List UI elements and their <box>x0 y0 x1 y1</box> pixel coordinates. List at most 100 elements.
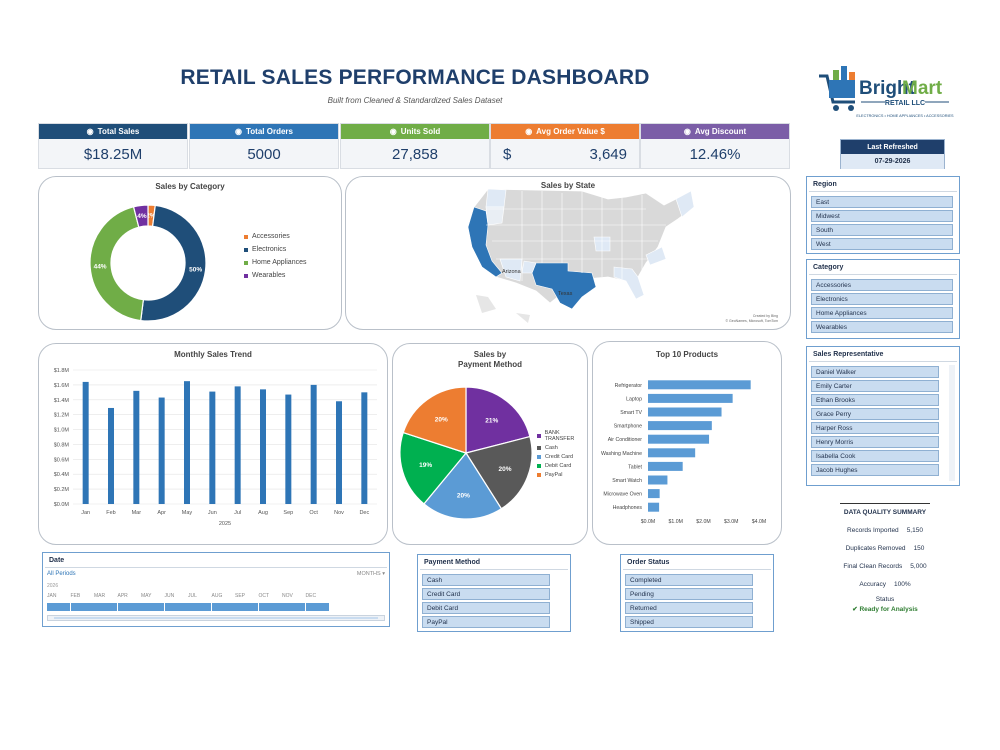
timeline-month-segment[interactable] <box>211 603 235 611</box>
timeline-month-segment[interactable] <box>305 603 329 611</box>
slicer-item-isabella-cook[interactable]: Isabella Cook <box>811 450 939 462</box>
slicer-item-jacob-hughes[interactable]: Jacob Hughes <box>811 464 939 476</box>
bar-jul[interactable] <box>234 386 241 504</box>
timeline-month-segment[interactable] <box>282 603 305 611</box>
bar-sep[interactable] <box>285 394 292 504</box>
product-bar-air-conditioner[interactable] <box>648 434 710 444</box>
slice-debit-card[interactable] <box>399 431 468 505</box>
category-legend: Accessories Electronics Home Appliances Wea… <box>244 233 306 285</box>
timeline-month-segment[interactable] <box>94 603 117 611</box>
x-tick-label: $1.0M <box>669 519 683 525</box>
slicer-item-pending[interactable]: Pending <box>625 588 753 600</box>
timeline-bar[interactable] <box>47 603 329 611</box>
bar-apr[interactable] <box>158 397 165 504</box>
slicer-item-harper-ross[interactable]: Harper Ross <box>811 422 939 434</box>
timeline-month-label[interactable]: JUL <box>188 593 197 599</box>
slice-home-appliances[interactable] <box>89 206 145 322</box>
slice-credit-card[interactable] <box>423 451 503 520</box>
slicer-item-west[interactable]: West <box>811 238 953 250</box>
timeline-month-label[interactable]: AUG <box>211 593 223 599</box>
slicer-item-debit-card[interactable]: Debit Card <box>422 602 550 614</box>
slice-paypal[interactable] <box>402 386 467 454</box>
bar-oct[interactable] <box>310 384 317 504</box>
bar-jan[interactable] <box>82 381 89 504</box>
us-map[interactable]: Arizona Texas Created by Bing © GeoNames… <box>346 177 792 331</box>
timeline-month-label[interactable]: FEB <box>70 593 81 599</box>
timeline-month-segment[interactable] <box>258 603 282 611</box>
product-bar-washing-machine[interactable] <box>648 448 696 458</box>
timeline-month-label[interactable]: JUN <box>164 593 175 599</box>
timeline-month-segment[interactable] <box>188 603 211 611</box>
slicer-item-completed[interactable]: Completed <box>625 574 753 586</box>
product-bar-smart-tv[interactable] <box>648 407 722 417</box>
product-bar-laptop[interactable] <box>648 393 733 403</box>
category-chart-title: Sales by Category <box>155 182 225 191</box>
bar-may[interactable] <box>184 381 190 504</box>
slicer-item-east[interactable]: East <box>811 196 953 208</box>
slicer-item-credit-card[interactable]: Credit Card <box>422 588 550 600</box>
timeline-month-label[interactable]: MAY <box>141 593 152 599</box>
slicer-item-midwest[interactable]: Midwest <box>811 210 953 222</box>
bar-mar[interactable] <box>133 390 140 504</box>
timeline-month-label[interactable]: OCT <box>258 593 270 599</box>
slicer-scrollbar[interactable] <box>949 365 955 481</box>
slicer-item-shipped[interactable]: Shipped <box>625 616 753 628</box>
slicer-item-south[interactable]: South <box>811 224 953 236</box>
slice-bank-transfer[interactable] <box>465 386 531 454</box>
slicer-item-electronics[interactable]: Electronics <box>811 293 953 305</box>
slicer-item-returned[interactable]: Returned <box>625 602 753 614</box>
product-bar-microwave-oven[interactable] <box>648 489 660 499</box>
product-bar-smart-watch[interactable] <box>648 475 668 485</box>
bar-nov[interactable] <box>336 401 342 504</box>
slice-cash[interactable] <box>465 435 533 510</box>
timeline-month-segment[interactable] <box>47 603 70 611</box>
slicer-item-wearables[interactable]: Wearables <box>811 321 953 333</box>
logo-brand-2: Mart <box>902 78 943 99</box>
bar-jun[interactable] <box>209 391 216 504</box>
slicer-item-home-appliances[interactable]: Home Appliances <box>811 307 953 319</box>
timeline-month-label[interactable]: DEC <box>305 593 317 599</box>
slicer-item-henry-morris[interactable]: Henry Morris <box>811 436 939 448</box>
product-bar-refrigerator[interactable] <box>648 380 751 390</box>
map-label-arizona: Arizona <box>502 269 522 275</box>
timeline-month-segment[interactable] <box>235 603 258 611</box>
slicer-item-paypal[interactable]: PayPal <box>422 616 550 628</box>
legend-label: Accessories <box>252 233 290 240</box>
cart-logo-icon <box>819 66 855 111</box>
state-texas[interactable] <box>531 262 597 310</box>
slicer-item-accessories[interactable]: Accessories <box>811 279 953 291</box>
timeline-unit-select[interactable]: MONTHS ▾ <box>356 571 385 577</box>
product-bar-smartphone[interactable] <box>648 421 712 431</box>
bar-dec[interactable] <box>361 392 368 504</box>
y-tick-label: $0.6M <box>54 457 70 463</box>
timeline-month-segment[interactable] <box>141 603 164 611</box>
product-bar-headphones[interactable] <box>648 502 660 512</box>
timeline-month-label[interactable]: NOV <box>282 593 293 599</box>
timeline-month-label[interactable]: SEP <box>235 593 246 599</box>
timeline-month-label[interactable]: APR <box>117 593 128 599</box>
slicer-item-cash[interactable]: Cash <box>422 574 550 586</box>
timeline-range-label[interactable]: All Periods <box>47 571 76 577</box>
dq-label: Records Imported <box>847 527 899 534</box>
timeline-month-segment[interactable] <box>70 603 94 611</box>
bar-feb[interactable] <box>108 407 114 504</box>
kpi-value: 27,858 <box>392 146 438 163</box>
slicer-item-ethan-brooks[interactable]: Ethan Brooks <box>811 394 939 406</box>
timeline-month-segment[interactable] <box>164 603 188 611</box>
slice-label: 44% <box>94 264 107 271</box>
timeline-month-segment[interactable] <box>117 603 141 611</box>
timeline-month-label[interactable]: JAN <box>47 593 57 599</box>
slicer-item-daniel-walker[interactable]: Daniel Walker <box>811 366 939 378</box>
slicer-item-emily-carter[interactable]: Emily Carter <box>811 380 939 392</box>
timeline-scrollbar[interactable] <box>47 615 385 621</box>
slicer-item-grace-perry[interactable]: Grace Perry <box>811 408 939 420</box>
kpi-value: $18.25M <box>83 146 143 163</box>
slice-wearables[interactable] <box>132 204 149 228</box>
x-tick-label: $2.0M <box>696 519 710 525</box>
slice-electronics[interactable] <box>140 204 207 322</box>
legend-swatch <box>244 273 248 278</box>
product-bar-tablet[interactable] <box>648 461 683 471</box>
y-tick-label: $1.4M <box>54 398 70 404</box>
timeline-month-label[interactable]: MAR <box>94 593 106 599</box>
bar-aug[interactable] <box>260 389 266 504</box>
